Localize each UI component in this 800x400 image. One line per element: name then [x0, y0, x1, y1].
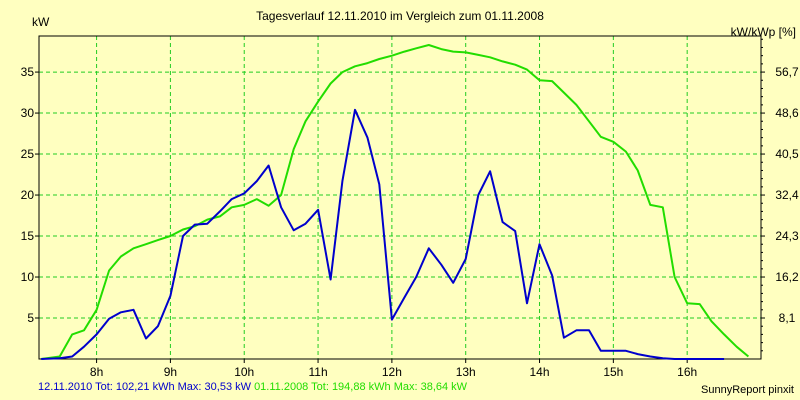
y-tick-label-right: 8,1	[779, 311, 796, 325]
x-tick-label: 11h	[308, 365, 327, 379]
chart-title: Tagesverlauf 12.11.2010 im Vergleich zum…	[256, 9, 544, 23]
y-axis-label-left: kW	[32, 15, 50, 29]
y-tick-label-left: 5	[27, 311, 34, 325]
x-tick-label: 15h	[603, 365, 623, 379]
y-tick-label-left: 30	[21, 106, 35, 120]
y-tick-label-right: 40,5	[775, 147, 799, 161]
y-axis-label-right: kW/kWp [%]	[731, 25, 796, 39]
y-tick-label-right: 16,2	[775, 270, 799, 284]
series-line-2	[41, 44, 750, 360]
x-tick-label: 10h	[234, 365, 254, 379]
y-tick-label-left: 20	[21, 188, 35, 202]
y-tick-label-left: 10	[21, 270, 35, 284]
x-tick-label: 16h	[677, 365, 697, 379]
plot-frame	[38, 35, 762, 360]
brand-label: SunnyReport pinxit	[701, 384, 794, 396]
y-tick-label-right: 48,6	[775, 106, 799, 120]
grid	[39, 36, 761, 359]
y-tick-label-left: 35	[21, 65, 35, 79]
y-tick-label-right: 24,3	[775, 229, 799, 243]
axes: 8h 9h 10h 11h 12h 13h 14h 15h 16h 5 8,1 10 16,2 15 24,…	[21, 35, 799, 379]
y-tick-label-left: 25	[21, 147, 35, 161]
x-tick-label: 14h	[530, 365, 550, 379]
x-tick-label: 8h	[90, 365, 103, 379]
y-tick-label-right: 32,4	[775, 188, 799, 202]
series-layer	[41, 44, 750, 360]
y-tick-label-left: 15	[21, 229, 35, 243]
x-tick-label: 12h	[382, 365, 402, 379]
plot-area	[39, 36, 761, 359]
series-line-1	[41, 108, 725, 360]
legend-series-1-text: 12.11.2010 Tot: 102,21 kWh Max: 30,53 kW	[38, 381, 251, 393]
x-tick-label: 9h	[164, 365, 177, 379]
y-tick-label-right: 56,7	[775, 65, 799, 79]
x-tick-label: 13h	[456, 365, 476, 379]
legend-series-2-text: 01.11.2008 Tot: 194,88 kWh Max: 38,64 kW	[254, 381, 468, 393]
legend-series-1: 12.11.2010 Tot: 102,21 kWh Max: 30,53 kW…	[38, 381, 467, 393]
